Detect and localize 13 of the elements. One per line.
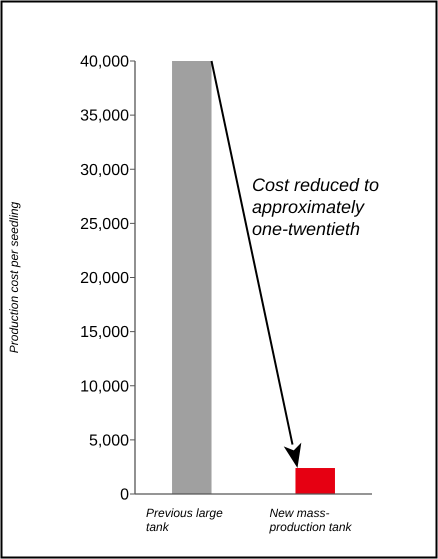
y-tick-label: 30,000 [80, 162, 130, 179]
y-tick-label: 20,000 [80, 270, 130, 288]
y-tick-label: 25,000 [80, 216, 130, 233]
y-axis-title: Production cost per seedling [7, 201, 21, 354]
y-tick-label: 5,000 [88, 432, 130, 450]
y-tick-label: 10,000 [80, 378, 130, 396]
x-tick-label: Previous large tank [146, 506, 224, 534]
annotation: Cost reduced to approximately one-twentieth [252, 175, 380, 239]
y-tick-label: 35,000 [80, 108, 130, 125]
y-tick-label: 0 [120, 486, 130, 504]
y-tick-label: 15,000 [80, 324, 130, 342]
y-tick-label: 40,000 [80, 54, 130, 71]
x-tick-label: New mass-production tank [268, 506, 353, 534]
